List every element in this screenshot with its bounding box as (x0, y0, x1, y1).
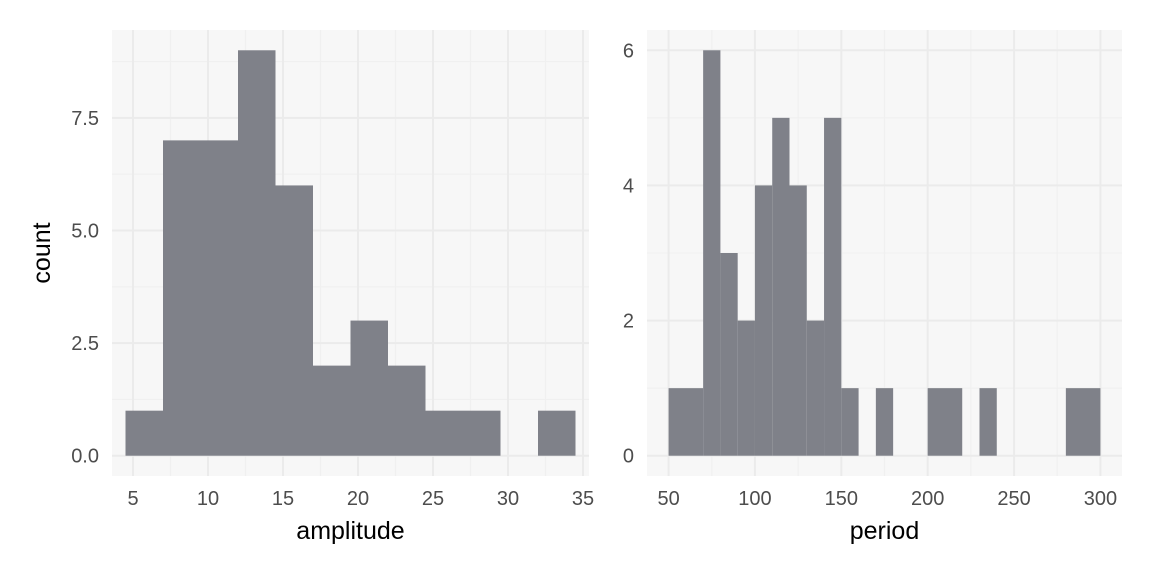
amplitude-x-tick-label: 25 (422, 488, 444, 510)
period-histogram-bar (720, 253, 738, 456)
amplitude-y-tick-label: 7.5 (71, 108, 99, 130)
period-y-tick-label: 2 (623, 311, 634, 333)
amplitude-y-tick-label: 0.0 (71, 446, 99, 468)
period-histogram-bar (927, 388, 963, 456)
amplitude-histogram-bar (425, 410, 463, 456)
period-x-tick-label: 200 (911, 488, 944, 510)
amplitude-x-tick-label: 15 (272, 488, 294, 510)
period-histogram-bar (875, 388, 894, 456)
amplitude-x-axis-title: amplitude (296, 517, 404, 545)
period-y-tick-label: 4 (623, 175, 634, 197)
amplitude-x-tick-label: 20 (347, 488, 369, 510)
amplitude-histogram-bar (463, 410, 501, 456)
period-histogram-bar (789, 185, 807, 456)
amplitude-histogram-bar (388, 365, 426, 456)
period-histogram-bar (737, 320, 755, 456)
amplitude-y-tick-label: 5.0 (71, 220, 99, 242)
period-histogram-bar (806, 320, 825, 456)
amplitude-y-tick-label: 2.5 (71, 333, 99, 355)
y-axis-title-left: count (28, 222, 56, 283)
amplitude-histogram-panel: 5 10 15 20 25 30 35 0.0 2.5 5.0 7.5 amplitude (71, 30, 594, 545)
amplitude-x-tick-label: 30 (497, 488, 519, 510)
period-y-tick-label: 0 (623, 446, 634, 468)
amplitude-histogram-bar (200, 140, 238, 456)
period-histogram-bar (1065, 388, 1101, 456)
amplitude-x-tick-label: 35 (572, 488, 594, 510)
amplitude-histogram-bar (125, 410, 163, 456)
amplitude-histogram-bar (313, 365, 351, 456)
amplitude-histogram-bar (275, 185, 313, 456)
amplitude-x-tick-label: 10 (197, 488, 219, 510)
period-x-axis-title: period (850, 517, 920, 545)
amplitude-histogram-bar (238, 50, 276, 456)
period-y-tick-label: 6 (623, 40, 634, 62)
period-histogram-bar (703, 50, 721, 456)
amplitude-histogram-bar (163, 140, 201, 456)
period-histogram-bar (772, 117, 790, 456)
period-histogram-bar (668, 388, 704, 456)
amplitude-histogram-bar (350, 320, 388, 456)
amplitude-histogram-bar (538, 410, 576, 456)
period-x-tick-label: 100 (738, 488, 771, 510)
period-histogram-bar (754, 185, 773, 456)
period-x-tick-label: 50 (657, 488, 679, 510)
period-histogram-bar (841, 388, 859, 456)
period-x-tick-label: 150 (825, 488, 858, 510)
period-x-tick-label: 250 (997, 488, 1030, 510)
period-histogram-bar (824, 117, 842, 456)
period-histogram-panel: 50 100 150 200 250 300 0 2 4 6 period (623, 30, 1122, 545)
period-histogram-bar (979, 388, 997, 456)
period-x-tick-label: 300 (1084, 488, 1117, 510)
amplitude-x-tick-label: 5 (127, 488, 138, 510)
